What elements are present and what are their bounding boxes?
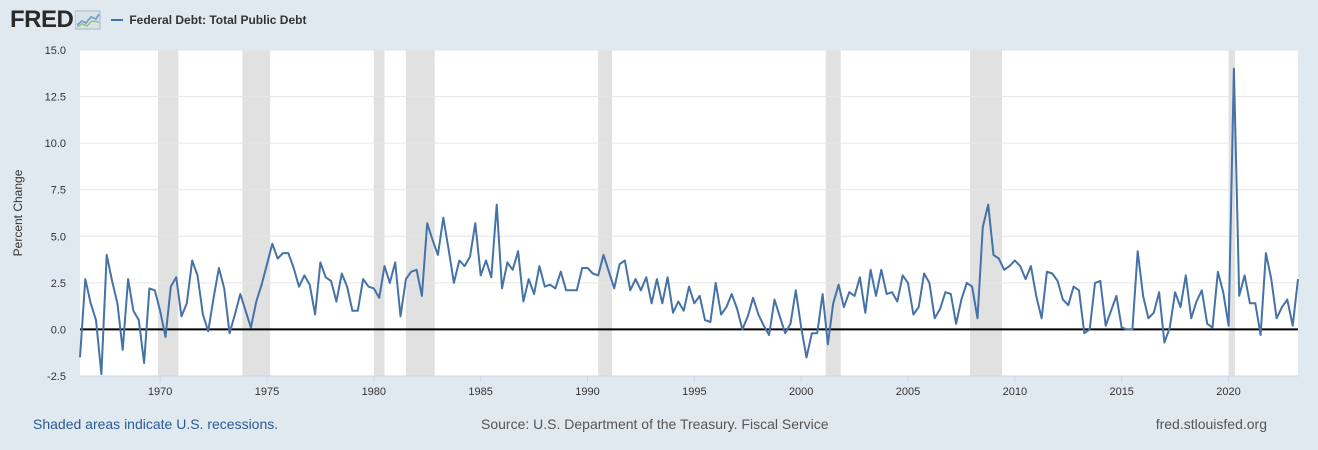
x-tick-label: 1990 bbox=[575, 386, 599, 398]
x-tick-label: 1980 bbox=[362, 386, 386, 398]
legend-swatch bbox=[111, 19, 124, 21]
y-tick-label: 2.5 bbox=[51, 278, 66, 290]
x-tick-label: 2020 bbox=[1216, 386, 1240, 398]
y-tick-label: -2.5 bbox=[47, 371, 66, 383]
recession-band bbox=[598, 50, 613, 376]
legend: Federal Debt: Total Public Debt bbox=[111, 13, 306, 27]
y-axis-label: Percent Change bbox=[11, 169, 25, 256]
site-link[interactable]: fred.stlouisfed.org bbox=[1155, 416, 1267, 432]
line-chart-icon bbox=[75, 10, 101, 30]
logo-text: FRED bbox=[10, 6, 74, 33]
fred-logo[interactable]: FRED bbox=[10, 6, 101, 34]
recession-band bbox=[242, 50, 271, 376]
line-chart: -2.5 0.0 2.5 5.0 7.5 10.0 12.5 15.0 1970 1975 1980… bbox=[11, 45, 1299, 398]
recession-band bbox=[405, 50, 435, 376]
x-tick-label: 2010 bbox=[1003, 386, 1027, 398]
x-tick-label: 2000 bbox=[789, 386, 813, 398]
chart-header: FRED Federal Debt: Total Public Debt bbox=[10, 6, 306, 34]
source-text: Source: U.S. Department of the Treasury.… bbox=[481, 416, 829, 432]
chart-footer: Shaded areas indicate U.S. recessions. S… bbox=[0, 416, 1318, 434]
plot-area bbox=[80, 50, 1298, 376]
recession-band bbox=[825, 50, 841, 376]
x-tick-label: 1995 bbox=[682, 386, 706, 398]
recession-note[interactable]: Shaded areas indicate U.S. recessions. bbox=[33, 416, 279, 432]
recession-band bbox=[373, 50, 385, 376]
y-tick-label: 5.0 bbox=[51, 231, 66, 243]
legend-label[interactable]: Federal Debt: Total Public Debt bbox=[129, 13, 307, 27]
y-tick-label: 12.5 bbox=[45, 92, 66, 104]
y-tick-label: 10.0 bbox=[45, 138, 66, 150]
x-tick-label: 1970 bbox=[148, 386, 172, 398]
y-tick-label: 0.0 bbox=[51, 324, 66, 336]
y-tick-label: 15.0 bbox=[45, 45, 66, 57]
series-line[interactable] bbox=[79, 67, 1299, 376]
x-tick-label: 1985 bbox=[468, 386, 492, 398]
recession-band bbox=[157, 50, 179, 376]
x-tick-label: 2005 bbox=[896, 386, 920, 398]
x-tick-label: 1975 bbox=[255, 386, 279, 398]
y-tick-label: 7.5 bbox=[51, 185, 66, 197]
x-tick-label: 2015 bbox=[1109, 386, 1133, 398]
